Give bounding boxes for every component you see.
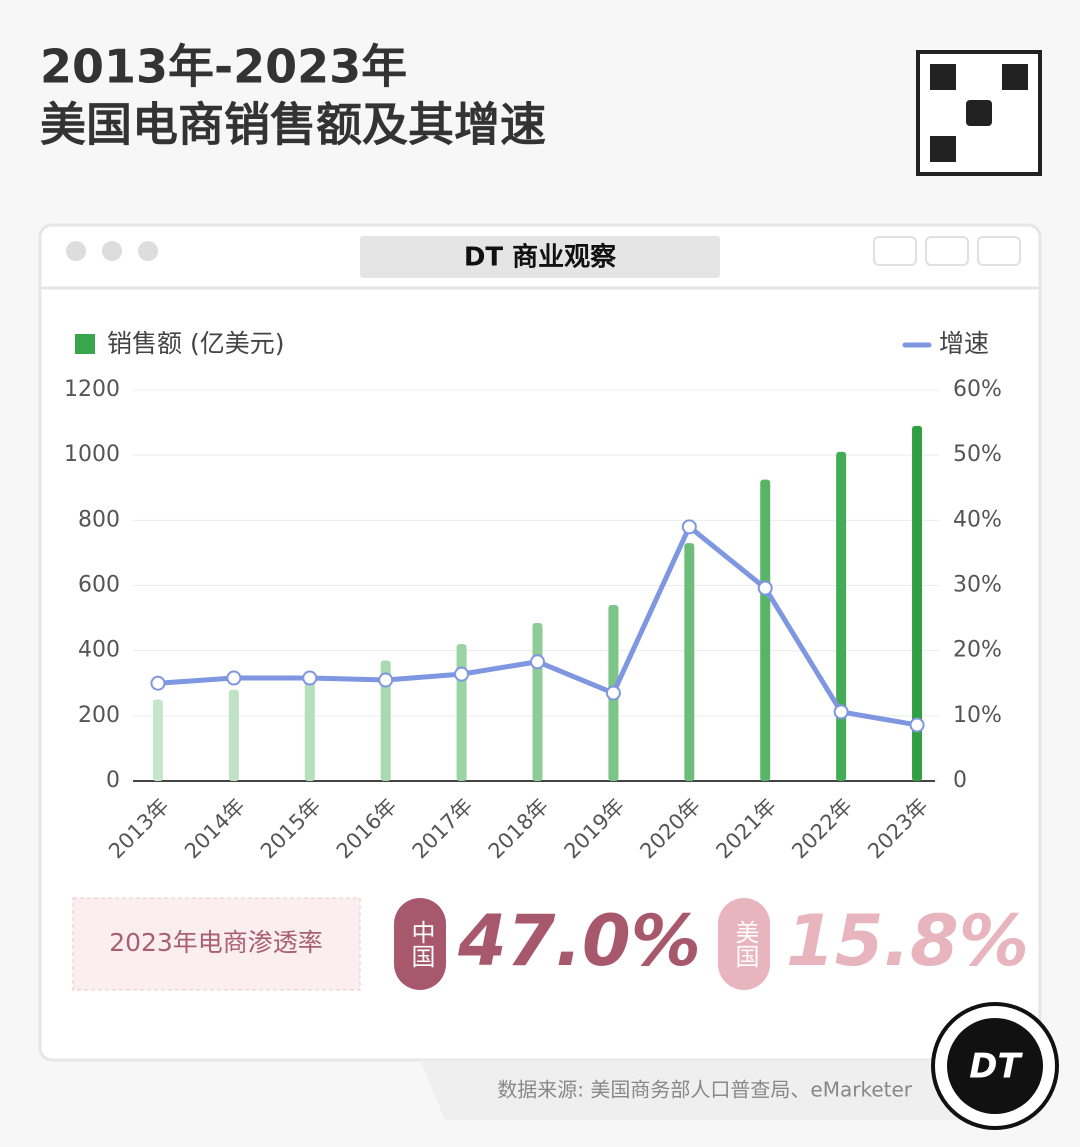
line-point <box>605 685 621 701</box>
source-band <box>420 1060 1040 1120</box>
country-name: 美国 <box>731 920 759 968</box>
qr-code <box>1002 64 1028 90</box>
line-point <box>909 717 925 733</box>
line-point <box>302 670 318 686</box>
y-tick-label: 800 <box>78 507 120 532</box>
penetration-value: 15.8% <box>786 900 1029 982</box>
qr-code <box>930 64 956 90</box>
qr-code <box>930 136 956 162</box>
bar <box>684 543 695 781</box>
penetration-box <box>72 897 361 991</box>
y2-tick-label: 40% <box>953 507 1002 532</box>
line-point <box>226 670 242 686</box>
window-title-bar <box>360 236 720 278</box>
window-button <box>102 241 122 261</box>
penetration-label: 2023年电商渗透率 <box>109 928 323 957</box>
window-icon <box>873 236 917 266</box>
logo-text: DT <box>969 1047 1023 1087</box>
country-pill <box>394 898 446 990</box>
y2-tick-label: 60% <box>953 377 1002 402</box>
y2-tick-label: 10% <box>953 703 1002 728</box>
window-button <box>138 241 158 261</box>
line-point <box>681 519 697 535</box>
title-line: 2013年-2023年 <box>40 40 407 94</box>
line-point <box>378 672 394 688</box>
y2-tick-label: 0 <box>953 768 967 793</box>
bar <box>760 479 771 781</box>
window-icon <box>977 236 1021 266</box>
country-pill <box>718 898 770 990</box>
bar <box>228 689 239 781</box>
bar <box>456 644 467 781</box>
y-tick-label: 400 <box>78 638 120 663</box>
legend-label: 增速 <box>939 329 989 358</box>
line-point <box>454 666 470 682</box>
penetration-value: 47.0% <box>457 900 701 982</box>
bar <box>152 699 163 781</box>
bar <box>304 679 315 781</box>
line-point <box>757 580 773 596</box>
window-icon <box>925 236 969 266</box>
y2-tick-label: 50% <box>953 442 1002 467</box>
y-tick-label: 0 <box>106 768 120 793</box>
y2-tick-label: 20% <box>953 638 1002 663</box>
y-tick-label: 1200 <box>64 377 120 402</box>
y-tick-label: 200 <box>78 703 120 728</box>
window-button <box>66 241 86 261</box>
y-tick-label: 600 <box>78 573 120 598</box>
title-line: 美国电商销售额及其增速 <box>40 98 546 152</box>
window-title: DT 商业观察 <box>464 242 617 273</box>
country-name: 中国 <box>407 920 435 968</box>
bar <box>532 622 543 781</box>
legend-swatch <box>75 334 95 354</box>
qr-code <box>966 100 992 126</box>
line-point <box>530 654 545 670</box>
line-point <box>150 675 166 691</box>
source: 数据来源: 美国商务部人口普查局、eMarketer <box>497 1078 912 1102</box>
logo <box>947 1018 1043 1114</box>
bar <box>836 451 847 781</box>
bar <box>912 425 923 781</box>
bar <box>380 660 391 781</box>
y2-tick-label: 30% <box>953 573 1002 598</box>
line-point <box>833 704 849 720</box>
legend-label: 销售额 (亿美元) <box>107 329 284 358</box>
y-tick-label: 1000 <box>64 442 120 467</box>
